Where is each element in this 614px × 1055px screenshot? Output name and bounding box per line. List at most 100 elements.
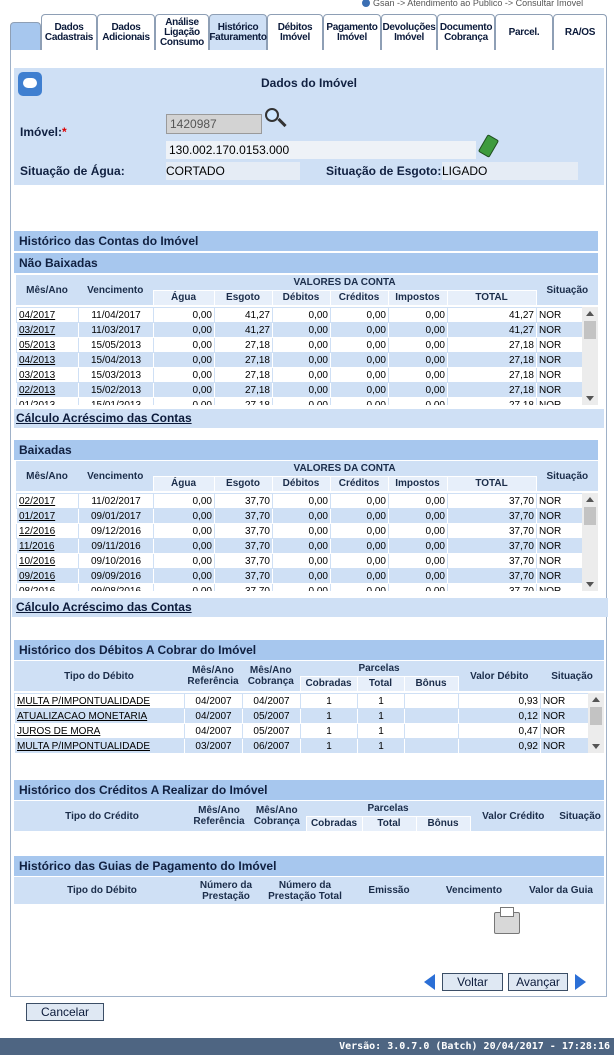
label-text: Imóvel:: [20, 125, 63, 139]
cell: [404, 693, 459, 709]
scroll-thumb[interactable]: [590, 707, 602, 725]
scroll-down[interactable]: [586, 582, 594, 587]
scroll-down[interactable]: [592, 744, 600, 749]
cell: 0,00: [330, 523, 389, 539]
debit-link[interactable]: MULTA P/IMPONTUALIDADE: [14, 738, 185, 753]
cell: 0,00: [153, 307, 215, 323]
column-header: Vencimento: [78, 461, 153, 491]
scrollbar[interactable]: [582, 493, 598, 591]
column-header: Situação: [540, 661, 605, 691]
cell: 37,70: [214, 583, 273, 591]
cell: 0,00: [272, 322, 331, 338]
cell: 37,70: [214, 568, 273, 584]
scroll-up[interactable]: [586, 497, 594, 502]
tab[interactable]: [10, 22, 41, 50]
month-link[interactable]: 08/2016: [16, 583, 79, 591]
month-link[interactable]: 10/2016: [16, 553, 79, 569]
cell: 0,00: [330, 352, 389, 368]
cell: 1: [300, 738, 358, 753]
cell: 41,27: [447, 307, 537, 323]
month-link[interactable]: 02/2013: [16, 382, 79, 398]
table-row: MULTA P/IMPONTUALIDADE 03/2007 06/2007 1 1 0,…: [14, 738, 588, 753]
tab[interactable]: Parcel.: [495, 14, 553, 50]
month-link[interactable]: 02/2017: [16, 493, 79, 509]
tab[interactable]: Débitos Imóvel: [267, 14, 323, 50]
month-link[interactable]: 03/2017: [16, 322, 79, 338]
chat-icon[interactable]: [18, 72, 42, 96]
scroll-up[interactable]: [586, 311, 594, 316]
search-icon[interactable]: [265, 108, 279, 122]
month-link[interactable]: 05/2013: [16, 337, 79, 353]
cell: 0,00: [388, 337, 448, 353]
column-header: Mês/Ano Referência: [190, 801, 248, 831]
link[interactable]: Cálculo Acréscimo das Contas: [12, 598, 608, 617]
tab[interactable]: RA/OS: [553, 14, 607, 50]
tab[interactable]: Pagamento Imóvel: [323, 14, 381, 50]
header-row: Mês/Ano Vencimento VALORES DA CONTA Situaçã…: [16, 275, 599, 305]
cell: 0,12: [458, 708, 541, 724]
cell: NOR: [536, 337, 582, 353]
cell: 1: [300, 708, 358, 724]
button[interactable]: Avançar: [508, 973, 568, 991]
month-link[interactable]: 01/2017: [16, 508, 79, 524]
cell: 37,70: [447, 493, 537, 509]
month-link[interactable]: 09/2016: [16, 568, 79, 584]
month-link[interactable]: 04/2017: [16, 307, 79, 323]
scroll-down[interactable]: [586, 396, 594, 401]
debit-link[interactable]: JUROS DE MORA: [14, 723, 185, 739]
tab[interactable]: Dados Cadastrais: [41, 14, 97, 50]
next-arrow[interactable]: [575, 974, 586, 990]
tab[interactable]: Dados Adicionais: [97, 14, 155, 50]
table-row: 09/2016 09/09/2016 0,00 37,70 0,00 0,00 0,00 37…: [16, 568, 582, 584]
month-link[interactable]: 11/2016: [16, 538, 79, 554]
column-header: Mês/Ano Cobrança: [248, 801, 306, 831]
back-arrow[interactable]: [424, 974, 435, 990]
cell: NOR: [536, 382, 582, 398]
tab[interactable]: Histórico Faturamento: [209, 14, 267, 50]
button[interactable]: Cancelar: [26, 1003, 104, 1021]
cell: 0,00: [388, 382, 448, 398]
breadcrumb-text: Gsan -> Atendimento ao Publico -> Consul…: [373, 0, 584, 8]
button[interactable]: Voltar: [442, 973, 503, 991]
cell: 0,00: [272, 307, 331, 323]
column-header: Tipo do Débito: [14, 877, 190, 904]
scrollbar[interactable]: [588, 693, 604, 753]
cell: 0,00: [272, 523, 331, 539]
scroll-thumb[interactable]: [584, 507, 596, 525]
cell: 37,70: [214, 523, 273, 539]
cell: 05/2007: [242, 723, 301, 739]
tab[interactable]: Documento Cobrança: [437, 14, 495, 50]
scrollbar[interactable]: [582, 307, 598, 405]
table: 04/2017 11/04/2017 0,00 41,27 0,00 0,00 0,00 41…: [16, 307, 582, 405]
table: MULTA P/IMPONTUALIDADE 04/2007 04/2007 1 1 0,…: [14, 693, 588, 753]
tab[interactable]: Análise Ligação Consumo: [155, 14, 209, 50]
debit-link[interactable]: ATUALIZACAO MONETARIA: [14, 708, 185, 724]
cell: 37,70: [447, 568, 537, 584]
cell: 0,00: [272, 493, 331, 509]
version: Versão: 3.0.7.0 (Batch) 20/04/2017 - 17:…: [339, 1041, 610, 1052]
month-link[interactable]: 04/2013: [16, 352, 79, 368]
month-link[interactable]: 03/2013: [16, 367, 79, 383]
group-header: VALORES DA CONTA: [153, 461, 537, 477]
column-header: Total: [361, 815, 417, 832]
table-row: MULTA P/IMPONTUALIDADE 04/2007 04/2007 1 1 0,…: [14, 693, 588, 709]
help-icon: [362, 0, 370, 7]
scroll-up[interactable]: [592, 697, 600, 702]
column-header: Bônus: [415, 815, 471, 832]
cell: 03/2007: [184, 738, 243, 753]
table-row: 05/2013 15/05/2013 0,00 27,18 0,00 0,00 0,00 27…: [16, 337, 582, 353]
cell: 15/04/2013: [78, 352, 154, 368]
group-header: VALORES DA CONTA: [153, 275, 537, 291]
tab[interactable]: Devoluções Imóvel: [381, 14, 437, 50]
table-header: Mês/Ano Vencimento VALORES DA CONTA Situaçã…: [16, 275, 599, 306]
debit-link[interactable]: MULTA P/IMPONTUALIDADE: [14, 693, 185, 709]
cell: 0,00: [330, 397, 389, 405]
cell: 0,00: [388, 568, 448, 584]
scroll-thumb[interactable]: [584, 321, 596, 339]
month-link[interactable]: 12/2016: [16, 523, 79, 539]
link[interactable]: Cálculo Acréscimo das Contas: [14, 409, 604, 428]
cell: 0,00: [388, 523, 448, 539]
print-icon[interactable]: [494, 907, 520, 934]
month-link[interactable]: 01/2013: [16, 397, 79, 405]
